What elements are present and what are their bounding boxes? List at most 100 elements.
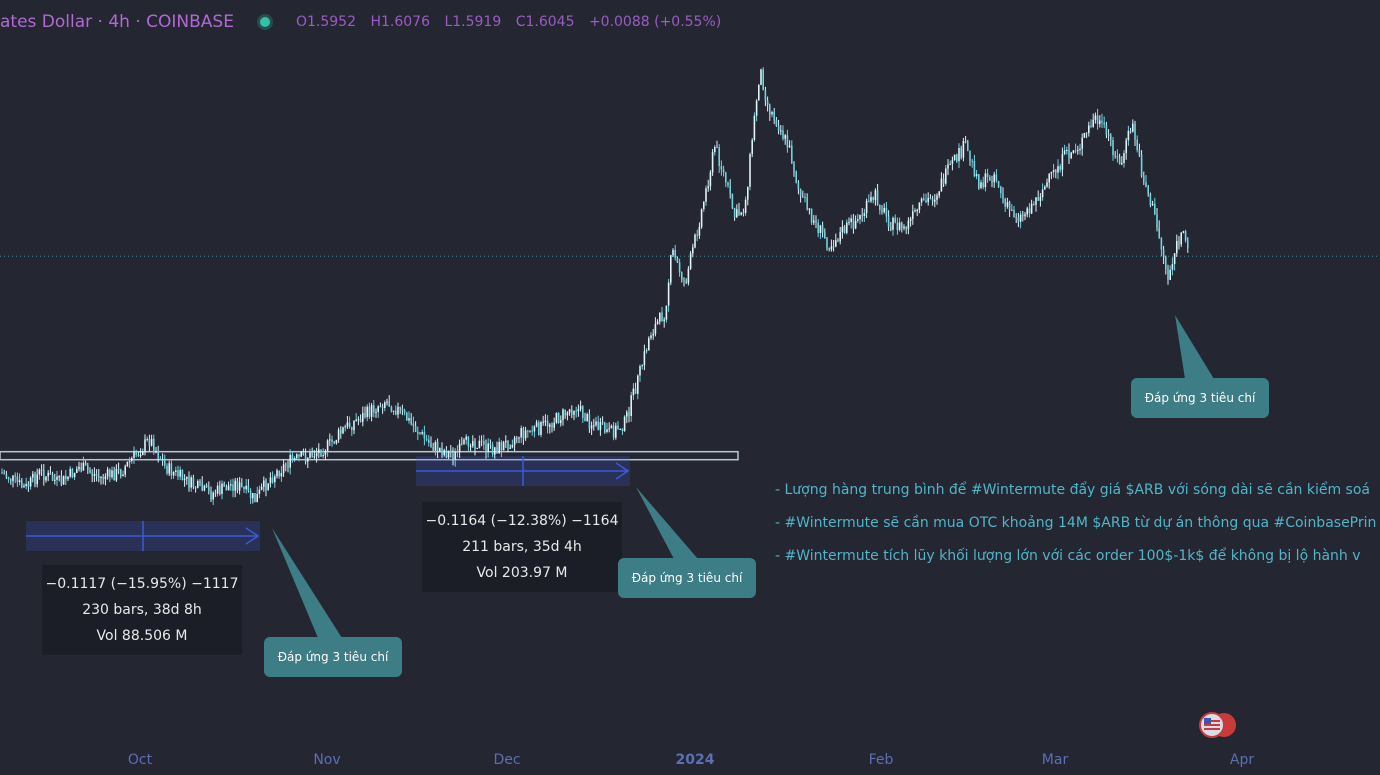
- candle-body: [813, 220, 815, 223]
- candle-body: [216, 485, 219, 494]
- candle-body: [49, 472, 52, 475]
- candle-body: [1134, 123, 1136, 140]
- candle-body: [989, 177, 991, 181]
- candle-body: [951, 160, 954, 164]
- candle-body: [441, 447, 443, 456]
- candle-body: [819, 225, 822, 234]
- candle-body: [942, 178, 945, 184]
- candle-body: [546, 420, 549, 427]
- candle-body: [1136, 139, 1138, 151]
- candle-body: [263, 480, 265, 487]
- candle-body: [1110, 135, 1112, 140]
- candle-body: [260, 486, 263, 490]
- candle-body: [590, 425, 593, 429]
- candle-body: [390, 406, 393, 412]
- candle-body: [777, 125, 780, 131]
- candle-body: [425, 438, 428, 440]
- candle-body: [881, 210, 883, 212]
- candle-body: [982, 182, 984, 188]
- candle-body: [575, 410, 577, 412]
- candle-body: [124, 466, 126, 475]
- candle-body: [208, 487, 210, 492]
- candle-body: [1149, 193, 1152, 205]
- candle-body: [722, 169, 725, 173]
- candle-body: [564, 409, 566, 416]
- x-tick-label: Nov: [313, 752, 341, 768]
- measure-change: −0.1117 (−15.95%) −1117: [45, 576, 239, 592]
- candle-body: [670, 255, 672, 283]
- candle-body: [905, 226, 907, 230]
- candle-body: [1154, 203, 1156, 215]
- callout-label-1[interactable]: Đáp ứng 3 tiêu chí: [264, 637, 402, 677]
- candle-body: [1169, 269, 1171, 280]
- candle-body: [562, 409, 564, 421]
- candle-body: [1055, 170, 1057, 173]
- candle-body: [392, 410, 395, 412]
- candle-body: [931, 198, 934, 202]
- candle-body: [969, 150, 971, 161]
- candle-body: [1022, 214, 1024, 217]
- symbol-title[interactable]: ates Dollar · 4h · COINBASE: [0, 12, 234, 32]
- candle-body: [1041, 189, 1044, 198]
- candle-body: [82, 462, 85, 471]
- candle-body: [241, 482, 243, 487]
- candle-body: [566, 412, 569, 416]
- candle-body: [601, 422, 604, 424]
- candle-body: [1088, 125, 1090, 134]
- candle-body: [516, 437, 518, 439]
- candle-body: [652, 333, 654, 336]
- candle-body: [71, 468, 74, 478]
- candle-body: [439, 447, 441, 452]
- candle-body: [29, 477, 32, 487]
- candle-body: [843, 226, 846, 233]
- candle-body: [850, 218, 852, 223]
- candle-body: [1173, 253, 1176, 265]
- candle-body: [980, 182, 982, 189]
- open-value: 1.5952: [307, 14, 356, 30]
- candle-body: [700, 209, 703, 227]
- candle-body: [505, 440, 507, 443]
- candle-body: [522, 428, 525, 439]
- candle-body: [1050, 171, 1053, 174]
- candle-body: [227, 485, 230, 491]
- candle-body: [329, 439, 331, 441]
- candle-body: [40, 469, 43, 471]
- candle-body: [896, 222, 899, 231]
- candle-body: [282, 464, 285, 473]
- candle-body: [168, 463, 170, 474]
- candle-body: [1123, 153, 1125, 164]
- candle-body: [498, 441, 500, 454]
- candle-body: [639, 366, 641, 376]
- candle-body: [137, 454, 140, 456]
- candle-body: [95, 474, 98, 476]
- candle-body: [496, 447, 498, 454]
- candle-body: [641, 365, 643, 367]
- candle-body: [357, 419, 360, 421]
- candle-body: [681, 272, 683, 281]
- candle-body: [940, 178, 943, 192]
- callout-label-3[interactable]: Đáp ứng 3 tiêu chí: [1131, 378, 1269, 418]
- candle-body: [615, 425, 617, 438]
- candle-body: [1061, 153, 1064, 170]
- candle-body: [557, 412, 560, 424]
- candle-body: [186, 476, 188, 479]
- candle-body: [34, 473, 36, 485]
- us-flag-icon[interactable]: [1198, 712, 1238, 738]
- candle-body: [573, 410, 575, 415]
- candle-body: [236, 480, 239, 491]
- candle-body: [540, 422, 542, 435]
- candle-body: [269, 477, 272, 484]
- candle-body: [857, 219, 859, 221]
- candle-body: [619, 429, 621, 431]
- candle-body: [351, 427, 353, 431]
- callout-label-2[interactable]: Đáp ứng 3 tiêu chí: [618, 558, 756, 598]
- change-value: +0.0088 (+0.55%): [588, 14, 722, 30]
- candle-body: [340, 429, 342, 434]
- candle-body: [718, 147, 720, 166]
- candle-body: [665, 305, 668, 320]
- candle-body: [804, 196, 806, 199]
- candle-body: [342, 427, 344, 434]
- candle-body: [23, 486, 25, 488]
- candle-body: [553, 422, 555, 428]
